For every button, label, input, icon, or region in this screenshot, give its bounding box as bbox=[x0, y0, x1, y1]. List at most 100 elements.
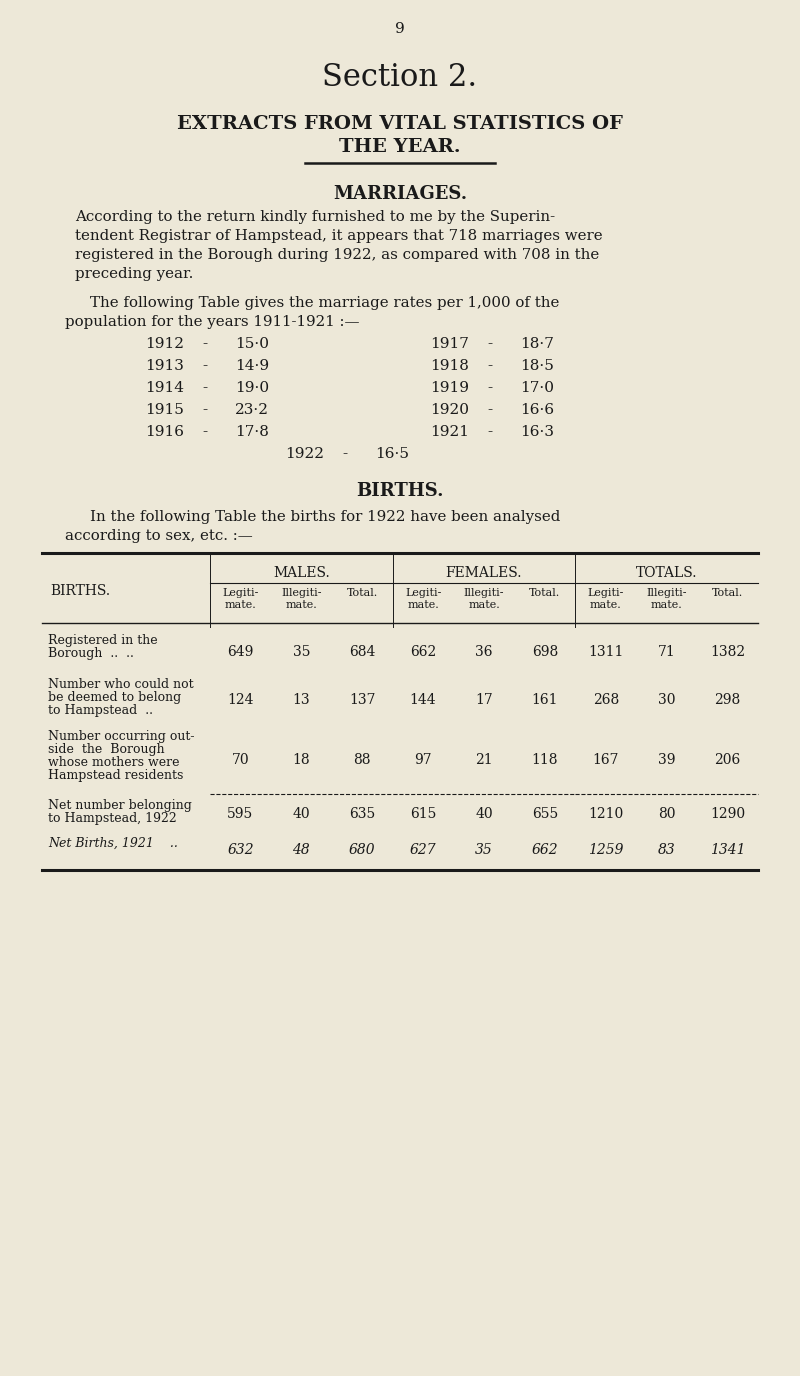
Text: 655: 655 bbox=[532, 806, 558, 821]
Text: side  the  Borough: side the Borough bbox=[48, 743, 165, 755]
Text: -: - bbox=[487, 403, 493, 417]
Text: 635: 635 bbox=[349, 806, 375, 821]
Text: 16·3: 16·3 bbox=[520, 425, 554, 439]
Text: 632: 632 bbox=[227, 843, 254, 857]
Text: -: - bbox=[487, 337, 493, 351]
Text: 21: 21 bbox=[475, 754, 493, 768]
Text: Borough  ..  ..: Borough .. .. bbox=[48, 647, 134, 660]
Text: 1916: 1916 bbox=[145, 425, 184, 439]
Text: 167: 167 bbox=[593, 754, 619, 768]
Text: 97: 97 bbox=[414, 754, 432, 768]
Text: 662: 662 bbox=[410, 645, 436, 659]
Text: Hampstead residents: Hampstead residents bbox=[48, 769, 183, 782]
Text: Number occurring out-: Number occurring out- bbox=[48, 731, 194, 743]
Text: be deemed to belong: be deemed to belong bbox=[48, 691, 182, 705]
Text: 144: 144 bbox=[410, 694, 437, 707]
Text: 1311: 1311 bbox=[588, 645, 623, 659]
Text: 30: 30 bbox=[658, 694, 675, 707]
Text: 17: 17 bbox=[475, 694, 493, 707]
Text: BIRTHS.: BIRTHS. bbox=[50, 583, 110, 599]
Text: -: - bbox=[487, 381, 493, 395]
Text: Total.: Total. bbox=[712, 588, 743, 599]
Text: 1259: 1259 bbox=[588, 843, 623, 857]
Text: -: - bbox=[202, 425, 207, 439]
Text: Net number belonging: Net number belonging bbox=[48, 799, 192, 812]
Text: 18·7: 18·7 bbox=[520, 337, 554, 351]
Text: MALES.: MALES. bbox=[273, 566, 330, 581]
Text: 206: 206 bbox=[714, 754, 741, 768]
Text: 1917: 1917 bbox=[430, 337, 469, 351]
Text: BIRTHS.: BIRTHS. bbox=[356, 482, 444, 499]
Text: 36: 36 bbox=[475, 645, 493, 659]
Text: 1922: 1922 bbox=[285, 447, 324, 461]
Text: Illegiti-
mate.: Illegiti- mate. bbox=[646, 588, 687, 610]
Text: 137: 137 bbox=[349, 694, 375, 707]
Text: 1912: 1912 bbox=[145, 337, 184, 351]
Text: 17·8: 17·8 bbox=[235, 425, 269, 439]
Text: 1914: 1914 bbox=[145, 381, 184, 395]
Text: TOTALS.: TOTALS. bbox=[636, 566, 698, 581]
Text: 698: 698 bbox=[532, 645, 558, 659]
Text: THE YEAR.: THE YEAR. bbox=[339, 138, 461, 155]
Text: 9: 9 bbox=[395, 22, 405, 36]
Text: Total.: Total. bbox=[346, 588, 378, 599]
Text: 124: 124 bbox=[227, 694, 254, 707]
Text: 662: 662 bbox=[531, 843, 558, 857]
Text: Legiti-
mate.: Legiti- mate. bbox=[222, 588, 258, 610]
Text: whose mothers were: whose mothers were bbox=[48, 755, 179, 769]
Text: 1913: 1913 bbox=[145, 359, 184, 373]
Text: Illegiti-
mate.: Illegiti- mate. bbox=[464, 588, 504, 610]
Text: preceding year.: preceding year. bbox=[75, 267, 194, 281]
Text: Illegiti-
mate.: Illegiti- mate. bbox=[281, 588, 322, 610]
Text: EXTRACTS FROM VITAL STATISTICS OF: EXTRACTS FROM VITAL STATISTICS OF bbox=[177, 116, 623, 133]
Text: -: - bbox=[487, 425, 493, 439]
Text: 268: 268 bbox=[593, 694, 619, 707]
Text: 35: 35 bbox=[293, 645, 310, 659]
Text: 1921: 1921 bbox=[430, 425, 469, 439]
Text: to Hampstead  ..: to Hampstead .. bbox=[48, 705, 153, 717]
Text: 1382: 1382 bbox=[710, 645, 745, 659]
Text: -: - bbox=[487, 359, 493, 373]
Text: 1919: 1919 bbox=[430, 381, 469, 395]
Text: 13: 13 bbox=[293, 694, 310, 707]
Text: registered in the Borough during 1922, as compared with 708 in the: registered in the Borough during 1922, a… bbox=[75, 248, 599, 261]
Text: 70: 70 bbox=[232, 754, 250, 768]
Text: 23·2: 23·2 bbox=[235, 403, 269, 417]
Text: 161: 161 bbox=[532, 694, 558, 707]
Text: Number who could not: Number who could not bbox=[48, 678, 194, 691]
Text: 1341: 1341 bbox=[710, 843, 746, 857]
Text: Section 2.: Section 2. bbox=[322, 62, 478, 94]
Text: 88: 88 bbox=[354, 754, 371, 768]
Text: 18·5: 18·5 bbox=[520, 359, 554, 373]
Text: Legiti-
mate.: Legiti- mate. bbox=[405, 588, 442, 610]
Text: -: - bbox=[202, 337, 207, 351]
Text: 1210: 1210 bbox=[588, 806, 623, 821]
Text: 16·5: 16·5 bbox=[375, 447, 409, 461]
Text: 1290: 1290 bbox=[710, 806, 745, 821]
Text: population for the years 1911-1921 :—: population for the years 1911-1921 :— bbox=[65, 315, 359, 329]
Text: 298: 298 bbox=[714, 694, 741, 707]
Text: 40: 40 bbox=[475, 806, 493, 821]
Text: 16·6: 16·6 bbox=[520, 403, 554, 417]
Text: 1915: 1915 bbox=[145, 403, 184, 417]
Text: MARRIAGES.: MARRIAGES. bbox=[333, 184, 467, 204]
Text: 48: 48 bbox=[293, 843, 310, 857]
Text: In the following Table the births for 1922 have been analysed: In the following Table the births for 19… bbox=[90, 510, 560, 524]
Text: 15·0: 15·0 bbox=[235, 337, 269, 351]
Text: tendent Registrar of Hampstead, it appears that 718 marriages were: tendent Registrar of Hampstead, it appea… bbox=[75, 228, 602, 244]
Text: 71: 71 bbox=[658, 645, 675, 659]
Text: 80: 80 bbox=[658, 806, 675, 821]
Text: 1920: 1920 bbox=[430, 403, 469, 417]
Text: -: - bbox=[342, 447, 347, 461]
Text: Registered in the: Registered in the bbox=[48, 634, 158, 647]
Text: 39: 39 bbox=[658, 754, 675, 768]
Text: Legiti-
mate.: Legiti- mate. bbox=[587, 588, 624, 610]
Text: 684: 684 bbox=[349, 645, 375, 659]
Text: to Hampstead, 1922: to Hampstead, 1922 bbox=[48, 812, 177, 826]
Text: 118: 118 bbox=[532, 754, 558, 768]
Text: 14·9: 14·9 bbox=[235, 359, 269, 373]
Text: -: - bbox=[202, 403, 207, 417]
Text: 18: 18 bbox=[293, 754, 310, 768]
Text: 680: 680 bbox=[349, 843, 375, 857]
Text: according to sex, etc. :—: according to sex, etc. :— bbox=[65, 528, 253, 544]
